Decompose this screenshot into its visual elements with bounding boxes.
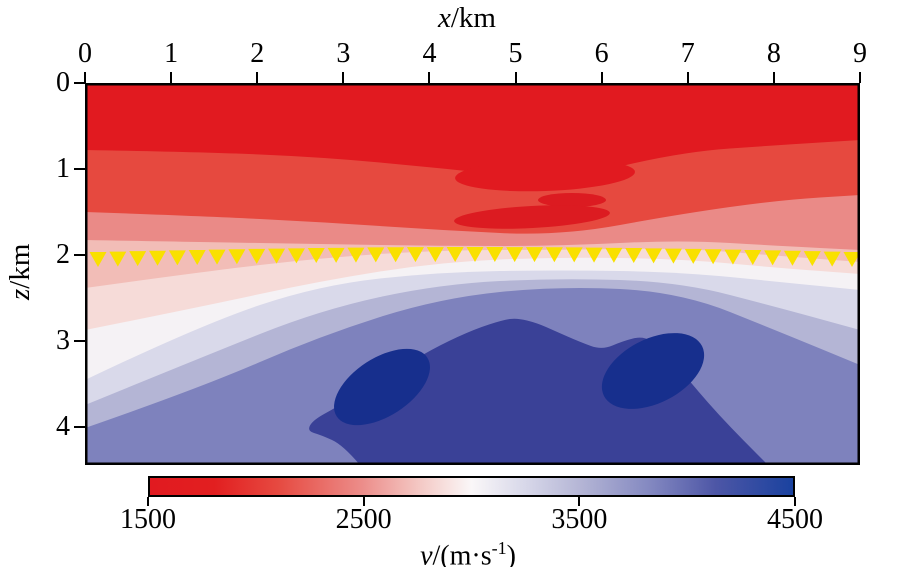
z-axis-title: z/km — [2, 212, 38, 332]
colorbar-unit-suffix: ) — [506, 540, 516, 567]
receiver-marker — [684, 248, 702, 264]
x-tick-label: 5 — [508, 38, 523, 69]
receiver-marker — [783, 250, 801, 266]
colorbar-title: v/(m·s-1) — [318, 531, 618, 567]
receiver-marker — [545, 247, 563, 263]
receiver-marker — [89, 252, 107, 267]
receiver-marker — [367, 247, 385, 263]
high-velocity-blob-2 — [601, 333, 705, 409]
colorbar-tick-mark — [362, 497, 365, 506]
receiver-marker — [645, 248, 663, 264]
x-tick-mark — [600, 72, 603, 83]
receiver-marker — [744, 249, 762, 265]
receiver-marker — [268, 248, 286, 264]
receiver-marker — [248, 248, 266, 264]
receiver-marker — [506, 247, 524, 263]
receiver-marker — [605, 247, 623, 263]
z-tick-label: 0 — [56, 67, 70, 98]
x-tick-mark — [859, 72, 861, 83]
z-tick-label: 2 — [56, 239, 70, 270]
x-tick-label: 6 — [594, 38, 609, 69]
colorbar-tick-mark — [794, 497, 796, 506]
receiver-marker — [803, 251, 821, 267]
receiver-marker — [843, 252, 860, 267]
z-tick-label: 1 — [56, 153, 70, 184]
z-tick-mark — [74, 340, 85, 342]
x-tick-mark — [84, 72, 86, 83]
colorbar-tick-label: 4500 — [767, 504, 823, 535]
x-tick-label: 9 — [853, 38, 867, 69]
colorbar-exponent: -1 — [491, 538, 507, 558]
receiver-marker — [188, 249, 206, 265]
high-velocity-blob-1 — [334, 348, 430, 426]
colorbar — [148, 476, 795, 497]
z-tick-mark — [74, 168, 85, 170]
x-tick-mark — [772, 72, 775, 83]
receiver-marker — [764, 250, 782, 266]
colorbar-tick-mark — [578, 497, 581, 506]
x-axis-unit: /km — [450, 2, 496, 34]
receiver-marker — [625, 248, 643, 264]
receiver-marker — [387, 247, 405, 263]
z-tick-mark — [74, 254, 85, 256]
z-tick-label: 4 — [56, 411, 70, 442]
x-tick-mark — [170, 72, 173, 83]
receiver-marker — [466, 247, 484, 262]
receiver-marker — [347, 247, 365, 263]
receiver-marker — [149, 250, 167, 266]
receiver-marker — [724, 249, 742, 265]
x-tick-mark — [514, 72, 517, 83]
receiver-marker — [585, 247, 603, 263]
receiver-marker — [565, 247, 583, 263]
velocity-model-plot — [85, 83, 860, 465]
x-axis-variable: x — [438, 2, 451, 34]
z-tick-label: 3 — [56, 325, 70, 356]
z-axis-variable: z — [4, 288, 36, 301]
receiver-marker — [526, 247, 544, 263]
receiver-marker — [287, 248, 305, 264]
receiver-marker — [704, 249, 722, 265]
x-tick-mark — [686, 72, 689, 83]
x-tick-label: 0 — [78, 38, 92, 69]
receiver-marker — [446, 247, 464, 263]
colorbar-tick-mark — [147, 497, 149, 506]
receiver-marker — [664, 248, 682, 264]
plot-border — [85, 83, 860, 465]
receiver-marker — [406, 247, 424, 263]
x-tick-label: 1 — [164, 38, 179, 69]
red-lens-3 — [454, 205, 610, 229]
x-tick-label: 7 — [680, 38, 695, 69]
x-tick-mark — [428, 72, 431, 83]
receiver-marker — [486, 247, 504, 263]
z-tick-mark — [74, 82, 85, 84]
z-tick-mark — [74, 426, 85, 428]
x-tick-label: 4 — [422, 38, 437, 69]
x-tick-label: 3 — [336, 38, 351, 69]
colorbar-variable: v — [420, 540, 433, 567]
red-lens-1 — [455, 158, 635, 192]
receiver-marker — [228, 249, 246, 265]
receiver-marker — [208, 249, 226, 265]
receiver-marker — [168, 250, 186, 266]
red-lens-2 — [538, 193, 606, 207]
receiver-marker — [109, 251, 127, 267]
receiver-marker — [823, 251, 841, 267]
receiver-marker — [327, 247, 345, 263]
x-axis-title: x/km — [372, 1, 562, 35]
colorbar-tick-label: 3500 — [551, 504, 608, 535]
colorbar-tick-label: 2500 — [335, 504, 392, 535]
colorbar-unit-prefix: /(m·s — [432, 540, 492, 567]
receiver-marker — [307, 248, 325, 264]
x-tick-label: 8 — [766, 38, 781, 69]
receiver-marker — [129, 251, 147, 267]
x-tick-mark — [256, 72, 259, 83]
receiver-marker — [426, 247, 444, 263]
x-tick-label: 2 — [250, 38, 265, 69]
x-tick-mark — [342, 72, 345, 83]
colorbar-tick-label: 1500 — [120, 504, 176, 535]
